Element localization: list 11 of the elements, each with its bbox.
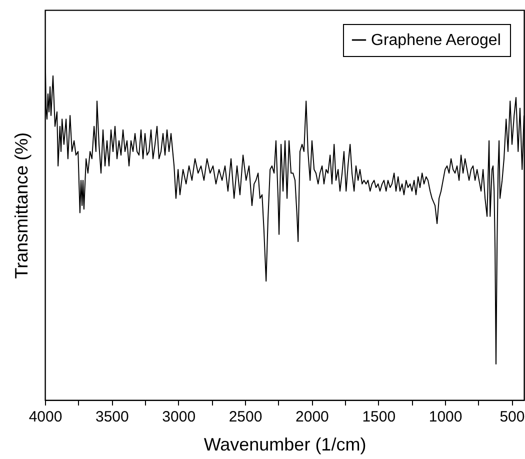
x-tick-label: 2000 bbox=[296, 408, 329, 426]
x-axis-title: Wavenumber (1/cm) bbox=[204, 434, 366, 454]
x-tick-label: 1000 bbox=[428, 408, 462, 426]
x-tick-label: 4000 bbox=[28, 408, 62, 426]
x-tick-label: 3000 bbox=[162, 408, 196, 426]
x-tick-label: 500 bbox=[500, 408, 525, 426]
x-tick-label: 3500 bbox=[95, 408, 129, 426]
x-tick-label: 2500 bbox=[228, 408, 262, 426]
y-axis-title: Transmittance (%) bbox=[12, 132, 32, 279]
legend-label: Graphene Aerogel bbox=[371, 32, 501, 49]
x-tick-label: 1500 bbox=[362, 408, 396, 426]
